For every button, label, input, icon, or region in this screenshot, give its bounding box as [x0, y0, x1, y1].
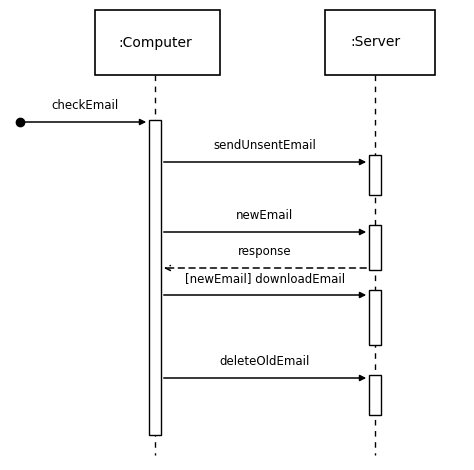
Bar — [95, 10, 220, 75]
Text: :Server: :Server — [350, 36, 400, 49]
Text: response: response — [238, 245, 292, 258]
Text: [newEmail] downloadEmail: [newEmail] downloadEmail — [185, 272, 345, 285]
Bar — [149, 120, 161, 435]
Bar — [369, 225, 381, 270]
Text: checkEmail: checkEmail — [51, 99, 118, 112]
Bar — [325, 10, 435, 75]
Text: newEmail: newEmail — [237, 209, 293, 222]
Text: :Computer: :Computer — [118, 36, 192, 49]
Bar — [369, 290, 381, 345]
Bar — [369, 375, 381, 415]
Text: sendUnsentEmail: sendUnsentEmail — [214, 139, 317, 152]
Bar — [369, 155, 381, 195]
Text: deleteOldEmail: deleteOldEmail — [220, 355, 310, 368]
